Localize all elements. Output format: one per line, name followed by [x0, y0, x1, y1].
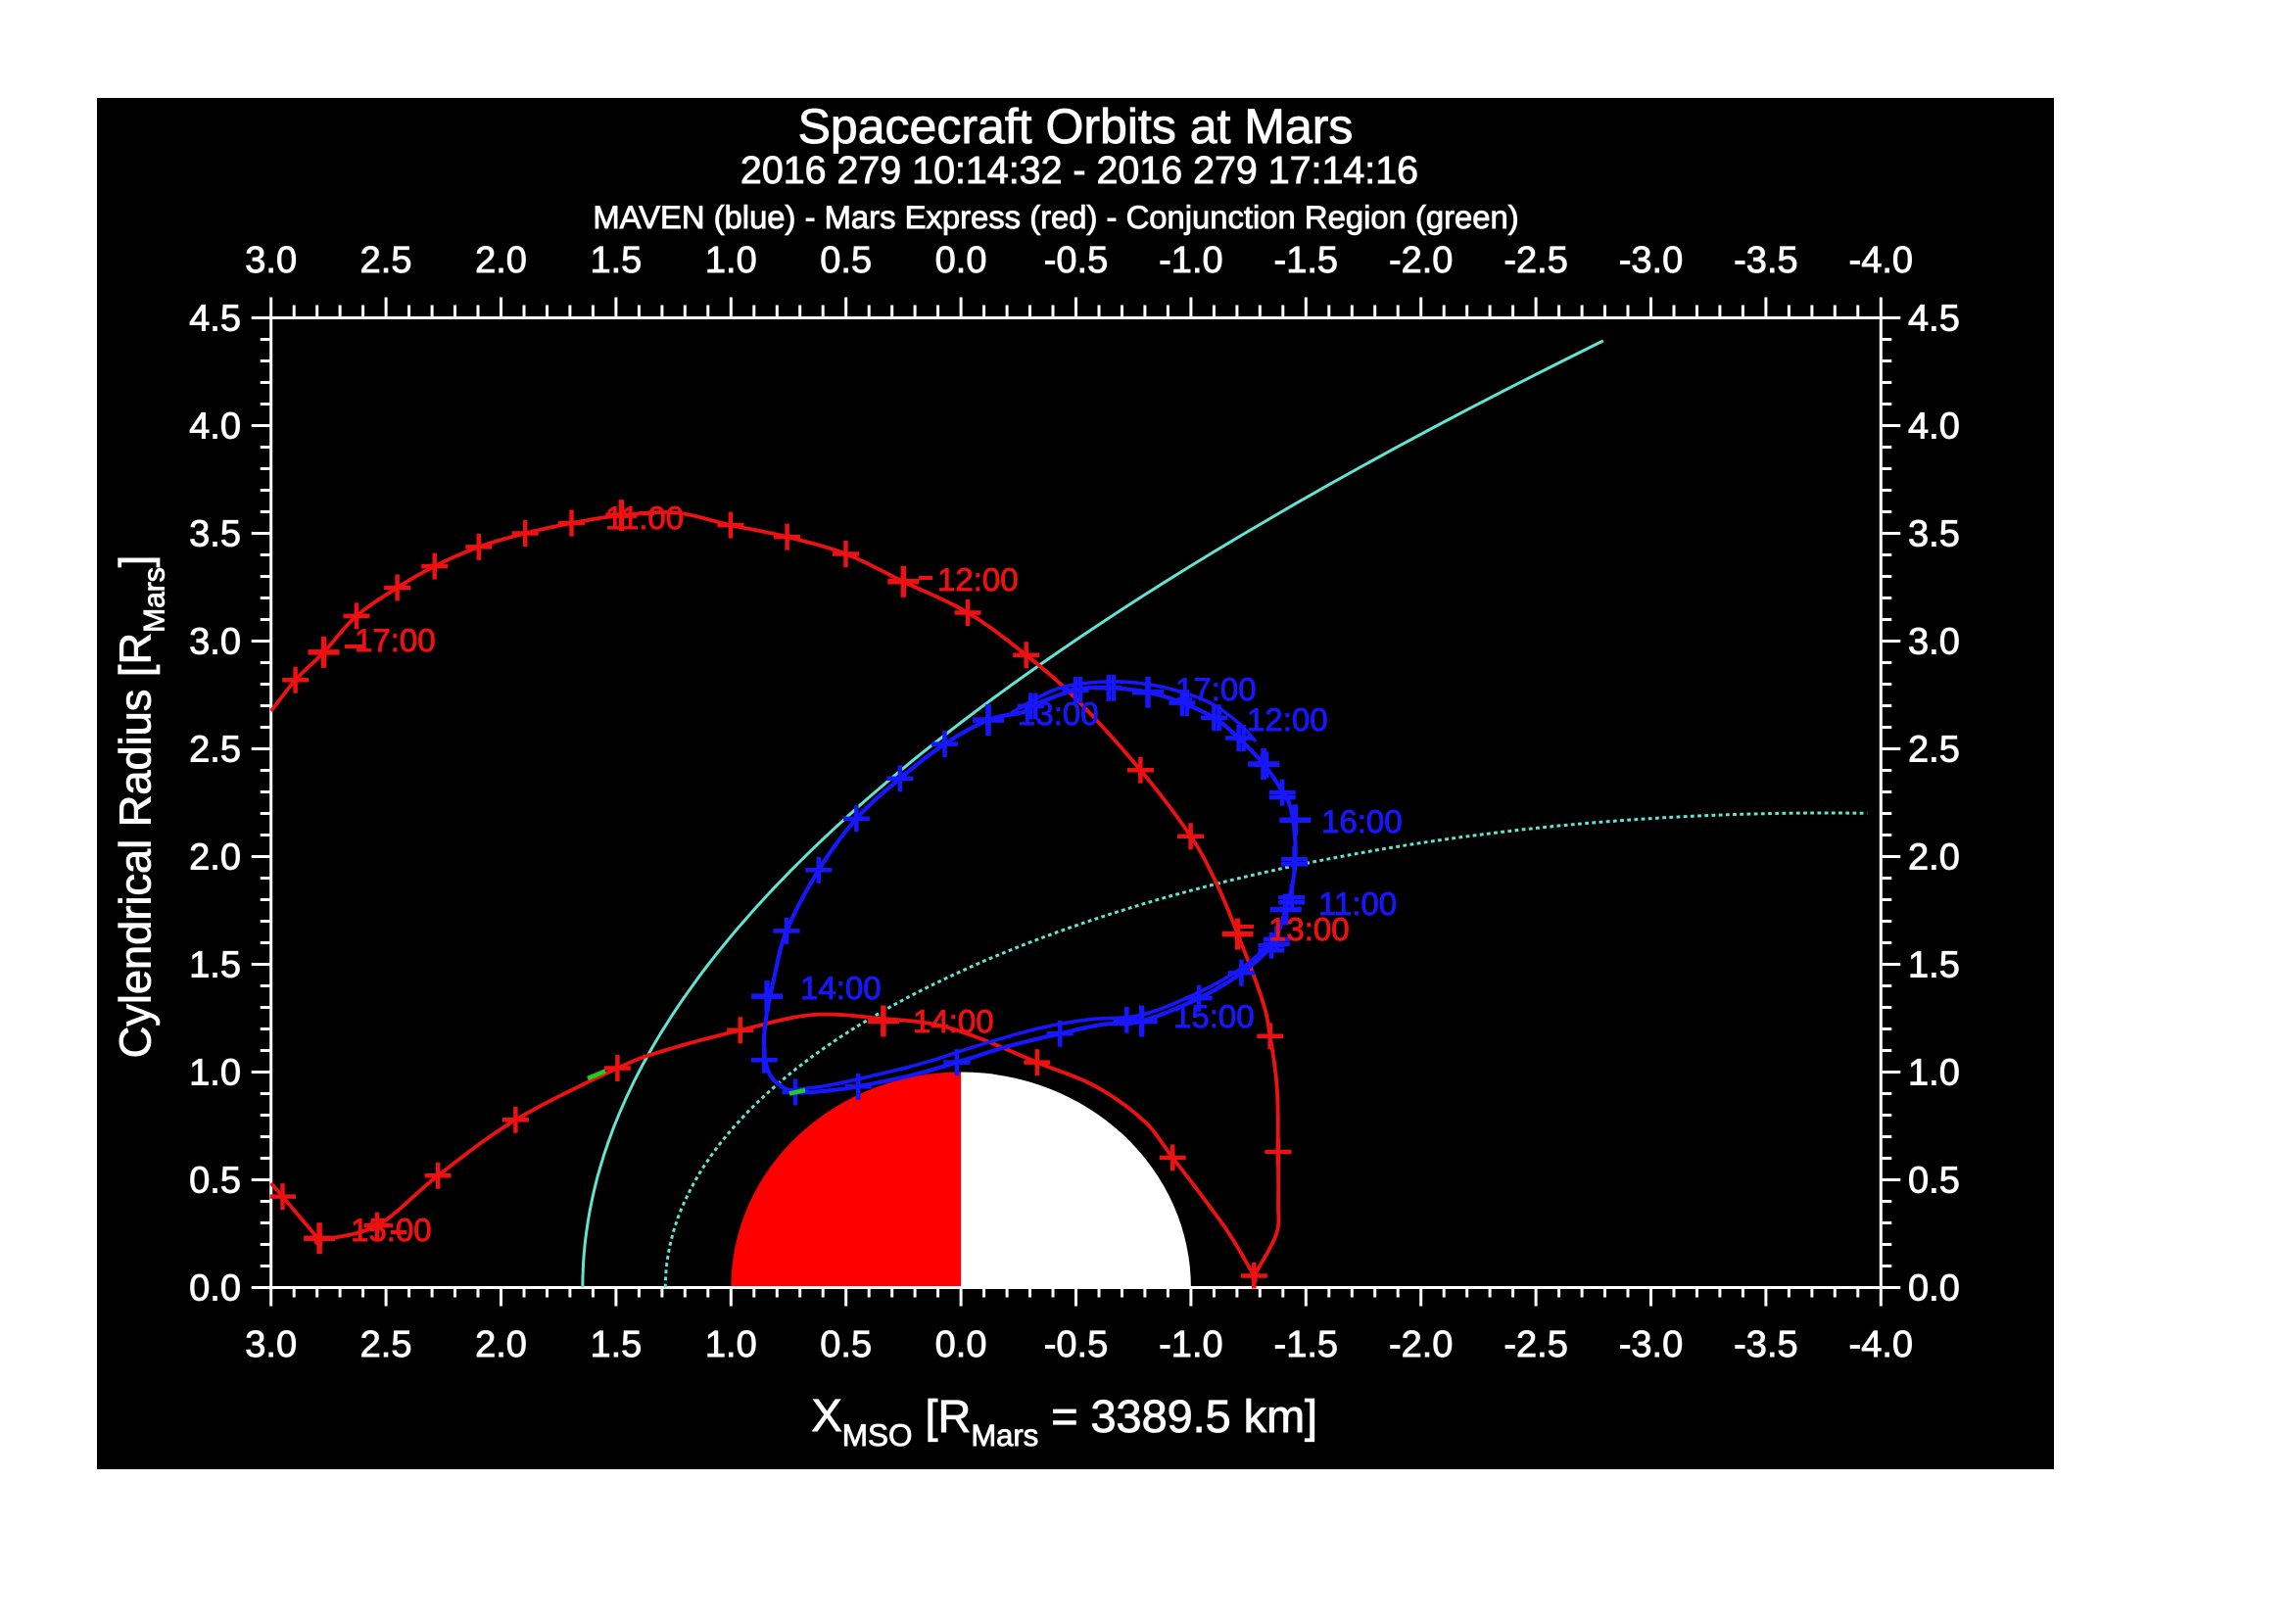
svg-text:-2.0: -2.0 [1389, 240, 1453, 281]
svg-text:0.5: 0.5 [1908, 1161, 1960, 1202]
svg-text:-3.5: -3.5 [1734, 240, 1797, 281]
svg-text:1.5: 1.5 [590, 240, 642, 281]
svg-text:1.0: 1.0 [189, 1053, 241, 1094]
svg-text:17:00: 17:00 [1175, 671, 1257, 707]
svg-text:2.5: 2.5 [189, 730, 241, 771]
svg-text:-4.0: -4.0 [1849, 1324, 1913, 1365]
svg-text:3.5: 3.5 [189, 514, 241, 555]
svg-text:3.0: 3.0 [245, 240, 297, 281]
svg-text:1.0: 1.0 [705, 1324, 757, 1365]
svg-text:11:00: 11:00 [605, 500, 684, 536]
svg-text:0.0: 0.0 [935, 1324, 987, 1365]
svg-text:15:00: 15:00 [1173, 998, 1255, 1034]
svg-text:-3.0: -3.0 [1619, 240, 1683, 281]
svg-text:1.0: 1.0 [1908, 1053, 1960, 1094]
svg-text:4.5: 4.5 [189, 299, 241, 340]
svg-text:-3.5: -3.5 [1734, 1324, 1797, 1365]
svg-text:1.5: 1.5 [189, 945, 241, 986]
svg-text:4.0: 4.0 [1908, 406, 1960, 448]
svg-text:13:00: 13:00 [1018, 695, 1099, 732]
svg-text:0.5: 0.5 [820, 1324, 872, 1365]
svg-text:-2.0: -2.0 [1389, 1324, 1453, 1365]
svg-text:-2.5: -2.5 [1503, 240, 1567, 281]
svg-text:13:00: 13:00 [1268, 911, 1350, 947]
svg-text:-4.0: -4.0 [1849, 240, 1913, 281]
svg-text:4.5: 4.5 [1908, 299, 1960, 340]
svg-text:0.0: 0.0 [1908, 1268, 1960, 1310]
svg-text:3.0: 3.0 [245, 1324, 297, 1365]
svg-text:0.0: 0.0 [189, 1268, 241, 1310]
svg-text:-1.5: -1.5 [1274, 1324, 1338, 1365]
svg-text:14:00: 14:00 [913, 1003, 994, 1039]
svg-text:-1.5: -1.5 [1274, 240, 1338, 281]
svg-text:12:00: 12:00 [1247, 701, 1328, 738]
svg-text:1.5: 1.5 [590, 1324, 642, 1365]
svg-text:2.5: 2.5 [1908, 730, 1960, 771]
svg-text:-2.5: -2.5 [1503, 1324, 1567, 1365]
svg-text:3.0: 3.0 [1908, 622, 1960, 663]
svg-text:11:00: 11:00 [1318, 885, 1397, 922]
svg-text:2016 279 10:14:32 - 2016 279 1: 2016 279 10:14:32 - 2016 279 17:14:16 [740, 149, 1418, 192]
svg-text:2.0: 2.0 [1908, 837, 1960, 879]
svg-text:2.0: 2.0 [189, 837, 241, 879]
svg-text:12:00: 12:00 [937, 561, 1019, 597]
svg-text:1.5: 1.5 [1908, 945, 1960, 986]
svg-text:-0.5: -0.5 [1044, 240, 1108, 281]
svg-text:0.5: 0.5 [820, 240, 872, 281]
svg-text:-3.0: -3.0 [1619, 1324, 1683, 1365]
svg-text:2.0: 2.0 [475, 240, 527, 281]
svg-text:Spacecraft Orbits at Mars: Spacecraft Orbits at Mars [798, 99, 1354, 154]
svg-text:16:00: 16:00 [1321, 803, 1403, 839]
svg-text:0.5: 0.5 [189, 1161, 241, 1202]
svg-text:2.5: 2.5 [360, 240, 412, 281]
svg-text:15:00: 15:00 [351, 1212, 432, 1248]
svg-text:-0.5: -0.5 [1044, 1324, 1108, 1365]
svg-text:0.0: 0.0 [935, 240, 987, 281]
svg-text:17:00: 17:00 [355, 622, 436, 658]
svg-text:14:00: 14:00 [800, 970, 882, 1006]
svg-text:MAVEN (blue) - Mars Express (r: MAVEN (blue) - Mars Express (red) - Conj… [593, 199, 1518, 235]
svg-text:3.5: 3.5 [1908, 514, 1960, 555]
svg-text:3.0: 3.0 [189, 622, 241, 663]
svg-text:-1.0: -1.0 [1159, 1324, 1222, 1365]
svg-text:2.0: 2.0 [475, 1324, 527, 1365]
svg-text:1.0: 1.0 [705, 240, 757, 281]
svg-text:4.0: 4.0 [189, 406, 241, 448]
svg-text:2.5: 2.5 [360, 1324, 412, 1365]
svg-text:-1.0: -1.0 [1159, 240, 1222, 281]
